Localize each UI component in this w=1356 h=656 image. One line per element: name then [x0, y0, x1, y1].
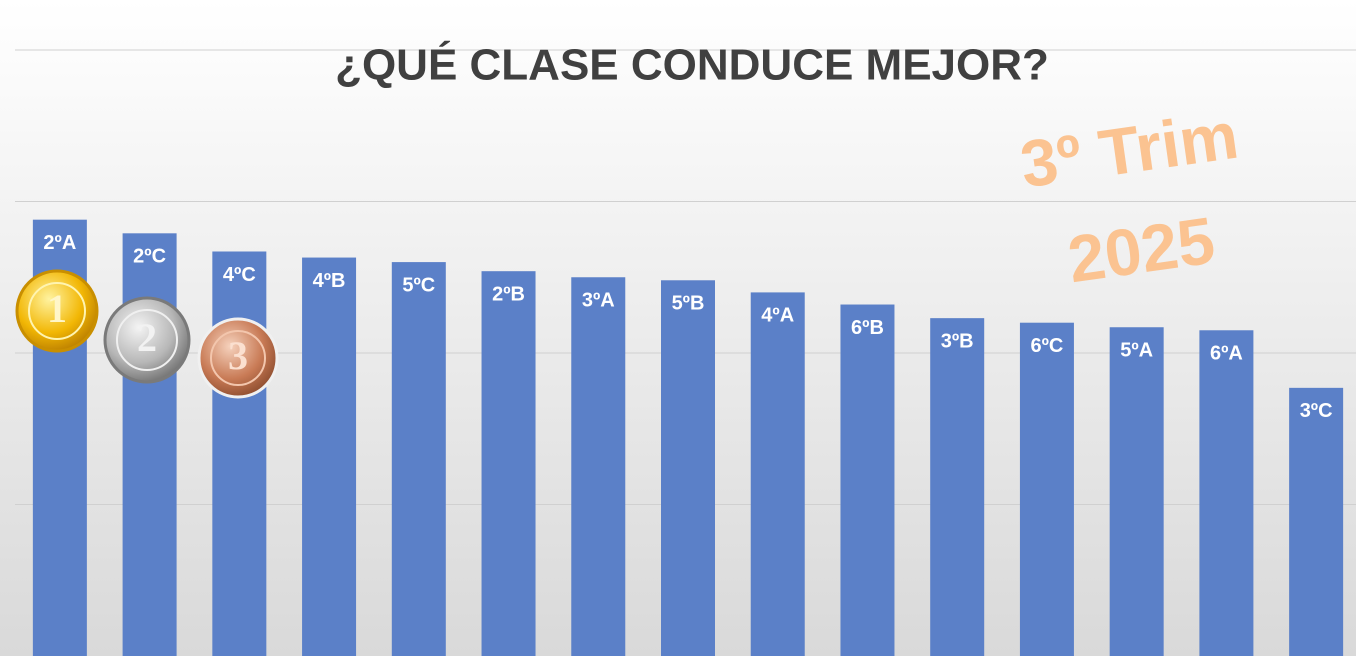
bar-label: 3ºA [582, 290, 615, 312]
medal-number: 2 [137, 315, 157, 360]
bar [661, 280, 715, 656]
bar-label: 4ºA [761, 305, 794, 327]
medal-number: 3 [228, 333, 248, 378]
medal: 1 [15, 269, 99, 353]
bar-label: 4ºC [223, 264, 256, 286]
bar-label: 2ºA [43, 232, 76, 254]
bar [1289, 387, 1344, 656]
bar-label: 2ºB [492, 283, 525, 305]
bar-label: 3ºB [941, 330, 974, 352]
bar [1109, 327, 1164, 656]
medal-number: 1 [47, 286, 67, 331]
medal: 3 [197, 317, 279, 399]
medal-ring [28, 282, 86, 340]
bar [391, 262, 446, 656]
bar [302, 257, 357, 656]
bar [212, 251, 267, 656]
bar-label: 5ºA [1120, 340, 1153, 362]
chart-title: ¿QUÉ CLASE CONDUCE MEJOR? [335, 40, 1049, 90]
medal-ring [116, 309, 178, 371]
bar [1019, 322, 1074, 656]
bar [481, 271, 536, 656]
bar-label: 5ºC [402, 274, 435, 296]
bar [750, 292, 805, 656]
bar-label: 6ºA [1210, 343, 1243, 365]
bar [1199, 330, 1254, 656]
bar-label: 2ºC [133, 246, 166, 268]
medal: 2 [103, 296, 191, 384]
bar-label: 3ºC [1300, 400, 1333, 422]
bar-label: 6ºC [1030, 335, 1063, 357]
bar-label: 5ºB [672, 293, 705, 315]
medal-ring [210, 330, 266, 386]
bar [930, 318, 985, 656]
bar-label: 4ºB [313, 270, 346, 292]
bar [840, 304, 895, 656]
bar [571, 277, 626, 656]
bar-label: 6ºB [851, 317, 884, 339]
